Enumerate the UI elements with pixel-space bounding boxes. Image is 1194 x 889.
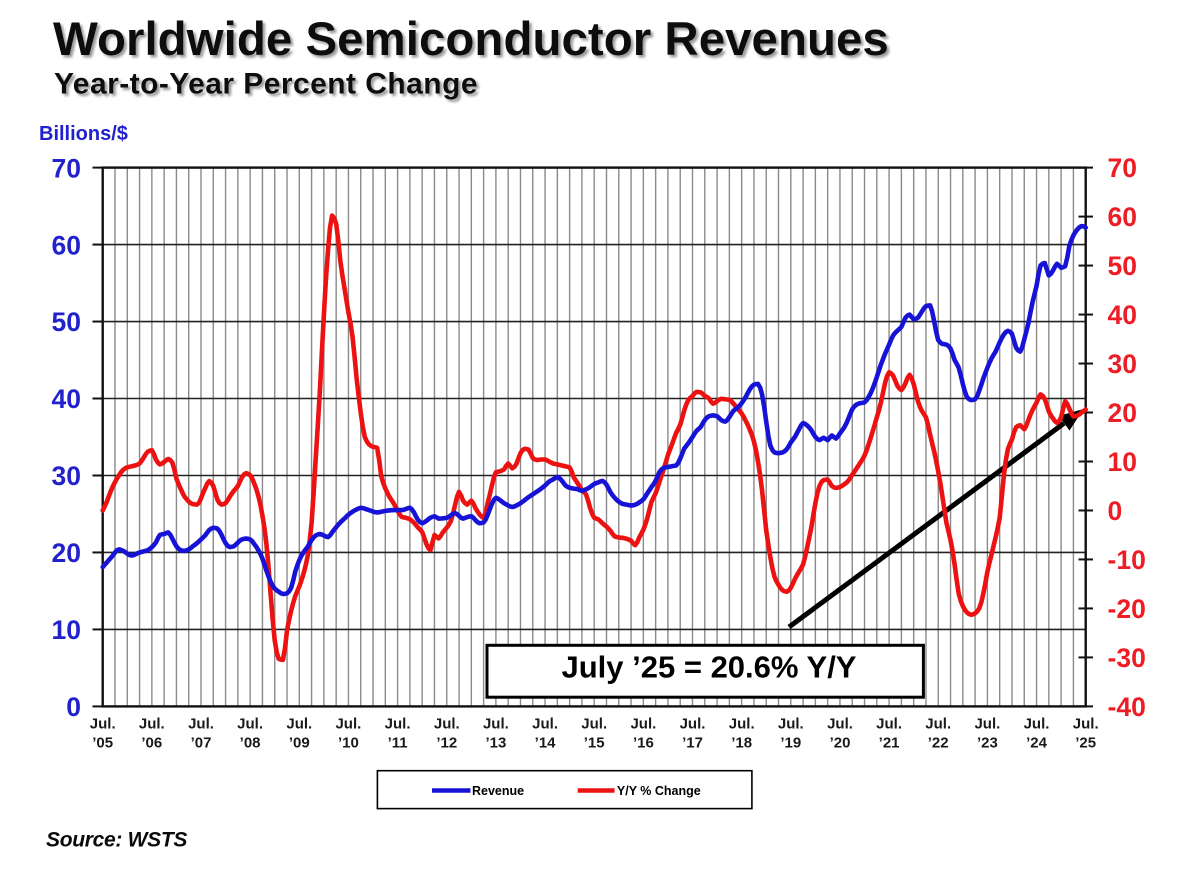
svg-text:Source: WSTS: Source: WSTS xyxy=(46,829,187,852)
svg-text:Jul.: Jul. xyxy=(385,716,411,733)
svg-text:30: 30 xyxy=(1108,349,1137,379)
svg-text:Jul.: Jul. xyxy=(680,716,706,733)
svg-text:’13: ’13 xyxy=(485,735,506,752)
svg-text:Year-to-Year Percent Change: Year-to-Year Percent Change xyxy=(54,68,478,101)
svg-text:Jul.: Jul. xyxy=(434,716,460,733)
svg-text:Jul.: Jul. xyxy=(925,716,951,733)
svg-text:Jul.: Jul. xyxy=(581,716,607,733)
svg-text:0: 0 xyxy=(66,692,81,722)
svg-text:-40: -40 xyxy=(1108,692,1146,722)
svg-text:10: 10 xyxy=(52,615,81,645)
svg-text:Jul.: Jul. xyxy=(237,716,263,733)
svg-text:’23: ’23 xyxy=(977,735,998,752)
svg-text:Jul.: Jul. xyxy=(483,716,509,733)
svg-text:’20: ’20 xyxy=(830,735,851,752)
svg-text:Jul.: Jul. xyxy=(1073,716,1099,733)
svg-text:Jul.: Jul. xyxy=(188,716,214,733)
svg-text:10: 10 xyxy=(1108,447,1137,477)
svg-text:’25: ’25 xyxy=(1075,735,1096,752)
svg-text:Jul.: Jul. xyxy=(90,716,116,733)
svg-text:30: 30 xyxy=(52,461,81,491)
svg-text:Jul.: Jul. xyxy=(139,716,165,733)
svg-text:’08: ’08 xyxy=(240,735,261,752)
svg-text:’09: ’09 xyxy=(289,735,310,752)
svg-text:’05: ’05 xyxy=(92,735,113,752)
svg-text:60: 60 xyxy=(52,230,81,260)
svg-text:Jul.: Jul. xyxy=(778,716,804,733)
svg-text:’07: ’07 xyxy=(191,735,212,752)
svg-text:’22: ’22 xyxy=(928,735,949,752)
svg-text:70: 70 xyxy=(1108,153,1137,183)
svg-text:40: 40 xyxy=(52,384,81,414)
svg-text:Billions/$: Billions/$ xyxy=(39,123,128,145)
svg-text:Jul.: Jul. xyxy=(876,716,902,733)
svg-text:40: 40 xyxy=(1108,300,1137,330)
svg-text:20: 20 xyxy=(52,538,81,568)
svg-text:’19: ’19 xyxy=(780,735,801,752)
svg-text:’10: ’10 xyxy=(338,735,359,752)
svg-text:’16: ’16 xyxy=(633,735,654,752)
svg-text:’15: ’15 xyxy=(584,735,605,752)
svg-text:July ’25 = 20.6% Y/Y: July ’25 = 20.6% Y/Y xyxy=(562,650,857,685)
svg-text:Worldwide Semiconductor Revenu: Worldwide Semiconductor Revenues xyxy=(53,13,889,66)
svg-text:-20: -20 xyxy=(1108,594,1146,624)
svg-text:’17: ’17 xyxy=(682,735,703,752)
svg-text:60: 60 xyxy=(1108,202,1137,232)
svg-text:-30: -30 xyxy=(1108,643,1146,673)
svg-text:Jul.: Jul. xyxy=(335,716,361,733)
svg-text:’11: ’11 xyxy=(388,735,408,752)
svg-text:’06: ’06 xyxy=(141,735,162,752)
svg-text:Jul.: Jul. xyxy=(532,716,558,733)
svg-text:0: 0 xyxy=(1108,496,1123,526)
svg-text:’12: ’12 xyxy=(436,735,457,752)
svg-text:’14: ’14 xyxy=(535,735,557,752)
svg-text:50: 50 xyxy=(52,307,81,337)
svg-text:50: 50 xyxy=(1108,251,1137,281)
svg-text:Jul.: Jul. xyxy=(1024,716,1050,733)
svg-text:’21: ’21 xyxy=(879,735,900,752)
svg-text:Jul.: Jul. xyxy=(974,716,1000,733)
svg-text:Revenue: Revenue xyxy=(472,784,524,798)
svg-text:20: 20 xyxy=(1108,398,1137,428)
svg-text:Y/Y % Change: Y/Y % Change xyxy=(617,784,701,798)
svg-text:Jul.: Jul. xyxy=(630,716,656,733)
svg-text:Jul.: Jul. xyxy=(286,716,312,733)
svg-text:Jul.: Jul. xyxy=(827,716,853,733)
svg-text:Jul.: Jul. xyxy=(729,716,755,733)
svg-text:70: 70 xyxy=(52,153,81,183)
svg-text:’24: ’24 xyxy=(1026,735,1048,752)
svg-text:’18: ’18 xyxy=(731,735,752,752)
svg-text:-10: -10 xyxy=(1108,545,1146,575)
